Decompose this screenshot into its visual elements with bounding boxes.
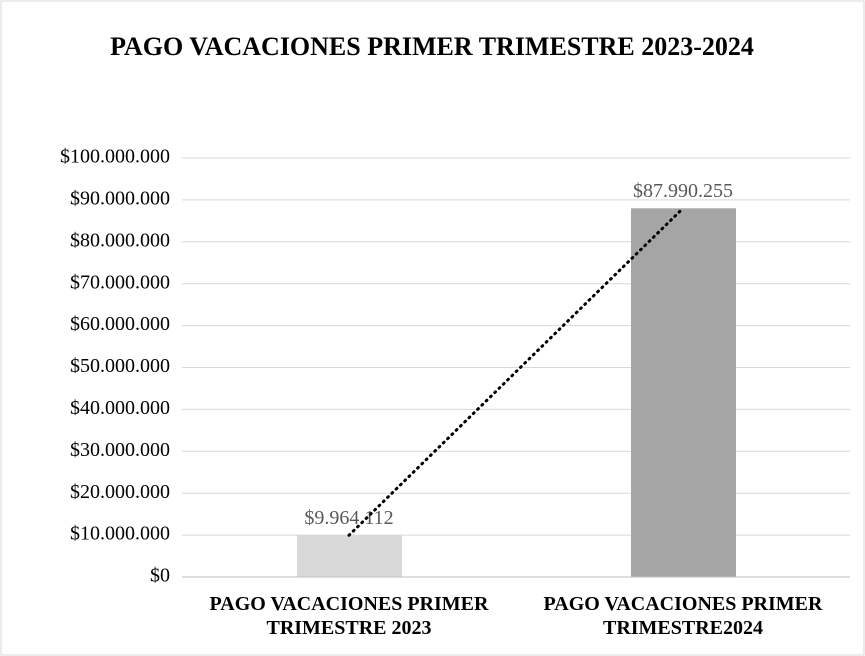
bar: [297, 535, 402, 577]
y-tick-label: $80.000.000: [70, 229, 170, 251]
y-tick-label: $70.000.000: [70, 271, 170, 293]
y-tick-label: $100.000.000: [60, 146, 170, 168]
y-tick-label: $30.000.000: [70, 439, 170, 461]
trendline: [347, 206, 685, 537]
bar: [631, 208, 736, 577]
y-tick-label: $50.000.000: [70, 355, 170, 377]
x-tick-label: PAGO VACACIONES PRIMER TRIMESTRE 2023: [209, 593, 489, 639]
y-tick-label: $60.000.000: [70, 313, 170, 335]
x-tick-label: PAGO VACACIONES PRIMER TRIMESTRE2024: [543, 593, 823, 639]
y-tick-label: $0: [150, 565, 170, 587]
data-label: $87.990.255: [633, 180, 733, 202]
data-label: $9.964.112: [304, 507, 393, 529]
chart-title: PAGO VACACIONES PRIMER TRIMESTRE 2023-20…: [110, 32, 754, 61]
y-tick-label: $20.000.000: [70, 481, 170, 503]
y-tick-label: $10.000.000: [70, 523, 170, 545]
y-tick-label: $90.000.000: [70, 187, 170, 209]
y-tick-label: $40.000.000: [70, 397, 170, 419]
